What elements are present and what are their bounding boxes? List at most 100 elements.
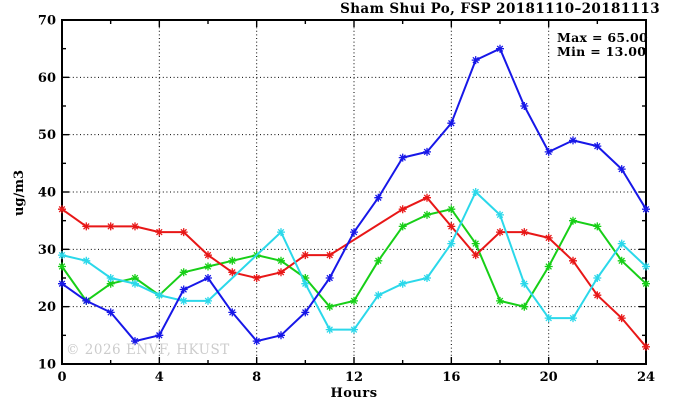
data-point-marker bbox=[277, 256, 285, 265]
y-tick-labels: 10 20 30 40 50 60 70 bbox=[38, 14, 56, 373]
data-point-marker bbox=[252, 337, 261, 346]
data-point-marker bbox=[301, 274, 310, 282]
y-tick-label: 40 bbox=[38, 186, 56, 201]
y-tick-label: 20 bbox=[38, 300, 56, 315]
data-point-marker bbox=[617, 165, 626, 174]
x-tick-label: 0 bbox=[57, 370, 66, 385]
data-point-marker bbox=[131, 222, 139, 231]
x-tick-label: 24 bbox=[637, 370, 655, 385]
x-tick-label: 8 bbox=[252, 370, 261, 385]
data-point-marker bbox=[617, 256, 626, 265]
data-point-marker bbox=[520, 228, 529, 237]
data-point-marker bbox=[58, 205, 66, 214]
x-tick-labels: 0 4 8 12 16 20 24 bbox=[57, 370, 655, 385]
chart-title: Sham Shui Po, FSP 20181110–20181113 bbox=[340, 1, 660, 17]
min-annotation: Min = 13.00 bbox=[557, 44, 647, 59]
data-point-marker bbox=[398, 279, 407, 288]
x-tick-label: 16 bbox=[442, 370, 460, 385]
data-point-marker bbox=[350, 228, 358, 237]
data-point-marker bbox=[325, 302, 334, 311]
data-point-marker bbox=[106, 308, 115, 317]
data-point-marker bbox=[350, 296, 358, 305]
data-point-marker bbox=[471, 56, 480, 65]
data-point-marker bbox=[82, 256, 91, 265]
data-point-marker bbox=[155, 228, 164, 237]
data-point-marker bbox=[593, 291, 602, 300]
data-point-marker bbox=[155, 331, 164, 340]
data-point-marker bbox=[398, 153, 407, 162]
data-point-marker bbox=[228, 256, 237, 265]
data-point-marker bbox=[569, 314, 577, 323]
data-point-marker bbox=[569, 256, 577, 265]
data-point-marker bbox=[106, 274, 115, 282]
data-point-marker bbox=[617, 239, 626, 248]
data-point-marker bbox=[642, 279, 650, 288]
data-point-marker bbox=[496, 210, 504, 219]
data-point-marker bbox=[423, 193, 431, 202]
data-point-marker bbox=[642, 342, 650, 351]
data-point-marker bbox=[374, 256, 383, 265]
data-point-marker bbox=[106, 279, 115, 288]
data-point-marker bbox=[179, 268, 188, 277]
data-point-marker bbox=[447, 239, 456, 248]
data-point-marker bbox=[593, 274, 602, 282]
data-point-marker bbox=[544, 314, 553, 323]
data-point-marker bbox=[398, 205, 407, 214]
data-point-marker bbox=[301, 279, 310, 288]
data-point-marker bbox=[569, 216, 577, 225]
data-point-marker bbox=[252, 274, 261, 282]
data-point-marker bbox=[496, 228, 504, 237]
data-point-marker bbox=[423, 274, 431, 282]
series-cyan bbox=[58, 188, 650, 334]
data-point-marker bbox=[325, 325, 334, 334]
data-point-marker bbox=[277, 268, 285, 277]
series-red bbox=[58, 193, 650, 351]
data-point-marker bbox=[398, 222, 407, 231]
data-point-marker bbox=[471, 239, 480, 248]
data-point-marker bbox=[179, 296, 188, 305]
watermark: © 2026 ENVF, HKUST bbox=[66, 342, 230, 358]
series-blue bbox=[58, 44, 650, 346]
data-point-marker bbox=[496, 296, 504, 305]
x-tick-label: 4 bbox=[155, 370, 164, 385]
y-tick-label: 10 bbox=[38, 358, 56, 373]
y-tick-label: 50 bbox=[38, 128, 56, 143]
x-axis-label: Hours bbox=[330, 386, 378, 401]
data-point-marker bbox=[496, 44, 504, 53]
data-point-marker bbox=[520, 279, 529, 288]
data-point-marker bbox=[325, 274, 334, 282]
data-point-marker bbox=[520, 102, 529, 110]
data-point-marker bbox=[374, 193, 383, 202]
axis-ticks bbox=[61, 19, 647, 365]
y-tick-label: 60 bbox=[38, 71, 56, 86]
data-point-marker bbox=[447, 222, 456, 231]
x-tick-label: 12 bbox=[345, 370, 363, 385]
data-point-marker bbox=[593, 142, 602, 151]
data-point-marker bbox=[58, 262, 66, 271]
data-point-marker bbox=[471, 251, 480, 260]
data-point-marker bbox=[277, 228, 285, 237]
data-point-marker bbox=[350, 325, 358, 334]
data-point-marker bbox=[204, 296, 212, 305]
data-point-marker bbox=[82, 222, 91, 231]
data-point-marker bbox=[447, 205, 456, 214]
data-point-marker bbox=[228, 268, 237, 277]
data-point-marker bbox=[301, 251, 310, 260]
data-point-marker bbox=[642, 262, 650, 271]
data-point-marker bbox=[593, 222, 602, 231]
data-point-marker bbox=[423, 210, 431, 219]
data-point-marker bbox=[423, 147, 431, 156]
y-axis-label: ug/m3 bbox=[12, 169, 27, 217]
data-point-marker bbox=[204, 274, 212, 282]
data-point-marker bbox=[544, 233, 553, 242]
data-point-marker bbox=[642, 205, 650, 214]
data-point-marker bbox=[471, 188, 480, 196]
grid bbox=[62, 20, 646, 364]
data-point-marker bbox=[131, 279, 139, 288]
max-annotation: Max = 65.00 bbox=[557, 30, 649, 45]
data-point-marker bbox=[301, 308, 310, 317]
data-point-marker bbox=[544, 262, 553, 271]
data-point-marker bbox=[617, 314, 626, 323]
data-point-marker bbox=[131, 337, 139, 346]
